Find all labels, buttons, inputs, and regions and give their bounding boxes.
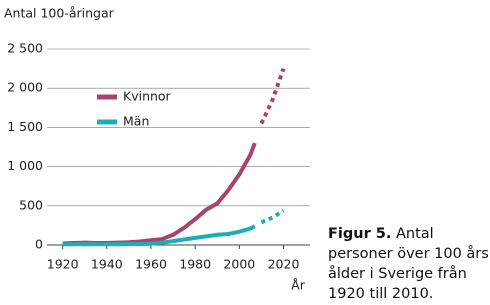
y-tick-label: 500	[19, 197, 43, 212]
y-tick-label: 0	[35, 237, 43, 252]
x-tick-label: 1920	[47, 257, 79, 272]
x-tick-label: 1940	[91, 257, 123, 272]
y-tick-label: 1 500	[7, 119, 43, 134]
series-line	[62, 142, 257, 246]
caption-line: ålder i Sverige från	[328, 265, 467, 282]
y-tick-label: 2 000	[7, 80, 43, 95]
chart-title: Antal 100-åringar	[4, 6, 115, 21]
series-projection	[259, 67, 286, 125]
caption-line: personer över 100 års	[328, 245, 489, 262]
x-tick-label: 1960	[135, 257, 167, 272]
caption: Figur 5. Antal	[328, 226, 434, 242]
x-tick-label: 2020	[268, 257, 300, 272]
caption-label: Figur 5.	[328, 226, 391, 242]
legend-label: Kvinnor	[123, 89, 172, 104]
x-tick-label: 2000	[223, 257, 255, 272]
y-tick-label: 2 500	[7, 41, 43, 56]
y-tick-label: 1 000	[7, 158, 43, 173]
series-projection	[260, 208, 285, 225]
caption-line: Antal	[396, 226, 434, 242]
series-line	[62, 224, 256, 247]
legend-label: Män	[123, 114, 149, 129]
x-tick-label: 1980	[179, 257, 211, 272]
caption-line: 1920 till 2010.	[328, 286, 433, 302]
x-axis-label: År	[291, 278, 306, 293]
